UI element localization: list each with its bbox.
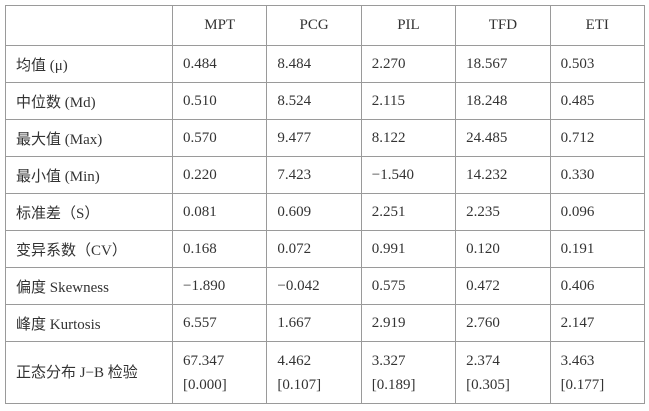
cell-p-value: [0.107] bbox=[277, 376, 322, 393]
corner-cell bbox=[5, 5, 173, 46]
table-cell: 8.484 bbox=[266, 45, 362, 83]
table-cell: 3.327 [0.189] bbox=[360, 341, 457, 404]
table-cell: 0.120 bbox=[455, 230, 551, 268]
table-cell: 0.472 bbox=[455, 267, 551, 305]
table-cell: 0.072 bbox=[266, 230, 362, 268]
table-row: 标准差（S） 0.081 0.609 2.251 2.235 0.096 bbox=[5, 193, 646, 231]
table-cell: 0.406 bbox=[549, 267, 646, 305]
row-label: 变异系数（CV） bbox=[5, 230, 173, 268]
table-cell: −1.540 bbox=[360, 156, 457, 194]
table-cell: 0.168 bbox=[171, 230, 268, 268]
row-label: 正态分布 J−B 检验 bbox=[5, 341, 173, 404]
table-cell: 6.557 bbox=[171, 304, 268, 342]
table-cell: 0.484 bbox=[171, 45, 268, 83]
table-cell: 0.991 bbox=[360, 230, 457, 268]
table-cell: 2.147 bbox=[549, 304, 646, 342]
table-cell: 2.760 bbox=[455, 304, 551, 342]
table-cell: 2.115 bbox=[360, 82, 457, 120]
table-row: 变异系数（CV） 0.168 0.072 0.991 0.120 0.191 bbox=[5, 230, 646, 268]
table-cell: −0.042 bbox=[266, 267, 362, 305]
column-header: ETI bbox=[549, 5, 646, 46]
table-cell: 3.463 [0.177] bbox=[549, 341, 646, 404]
table-cell: 18.567 bbox=[455, 45, 551, 83]
table-cell: −1.890 bbox=[171, 267, 268, 305]
table-cell: 14.232 bbox=[455, 156, 551, 194]
table-cell: 0.503 bbox=[549, 45, 646, 83]
table-row: 中位数 (Md) 0.510 8.524 2.115 18.248 0.485 bbox=[5, 82, 646, 120]
cell-value: 2.374 bbox=[466, 352, 500, 369]
table-row: 正态分布 J−B 检验 67.347 [0.000] 4.462 [0.107] 3.32… bbox=[5, 341, 646, 404]
table-cell: 0.330 bbox=[549, 156, 646, 194]
table-cell: 7.423 bbox=[266, 156, 362, 194]
table-cell: 2.235 bbox=[455, 193, 551, 231]
table-cell: 0.485 bbox=[549, 82, 646, 120]
cell-p-value: [0.000] bbox=[183, 376, 227, 393]
table-row: 最大值 (Max) 0.570 9.477 8.122 24.485 0.712 bbox=[5, 119, 646, 157]
table-cell: 0.575 bbox=[360, 267, 457, 305]
stats-table: MPT PCG PIL TFD ETI 均值 (μ) 0.484 8.484 2.270 18.… bbox=[5, 5, 646, 404]
table-cell: 8.524 bbox=[266, 82, 362, 120]
row-label: 偏度 Skewness bbox=[5, 267, 173, 305]
cell-p-value: [0.305] bbox=[466, 376, 510, 393]
row-label: 峰度 Kurtosis bbox=[5, 304, 173, 342]
row-label: 均值 (μ) bbox=[5, 45, 173, 83]
table-cell: 9.477 bbox=[266, 119, 362, 157]
cell-value: 4.462 bbox=[277, 352, 312, 369]
table-cell: 2.251 bbox=[360, 193, 457, 231]
cell-p-value: [0.177] bbox=[560, 376, 605, 393]
column-header: PCG bbox=[266, 5, 362, 46]
cell-value: 3.463 bbox=[560, 352, 595, 369]
table-cell: 0.220 bbox=[171, 156, 268, 194]
table-cell: 0.096 bbox=[549, 193, 646, 231]
row-label: 标准差（S） bbox=[5, 193, 173, 231]
table-row: 峰度 Kurtosis 6.557 1.667 2.919 2.760 2.147 bbox=[5, 304, 646, 342]
table-cell: 0.081 bbox=[171, 193, 268, 231]
row-label: 中位数 (Md) bbox=[5, 82, 173, 120]
table-cell: 8.122 bbox=[360, 119, 457, 157]
table-cell: 0.712 bbox=[549, 119, 646, 157]
table-row: 均值 (μ) 0.484 8.484 2.270 18.567 0.503 bbox=[5, 45, 646, 83]
cell-value: 3.327 bbox=[371, 352, 406, 369]
table-cell: 18.248 bbox=[455, 82, 551, 120]
cell-value: 67.347 bbox=[183, 352, 225, 369]
row-label: 最小值 (Min) bbox=[5, 156, 173, 194]
row-label: 最大值 (Max) bbox=[5, 119, 173, 157]
table-cell: 1.667 bbox=[266, 304, 362, 342]
table-cell: 0.609 bbox=[266, 193, 362, 231]
header-row: MPT PCG PIL TFD ETI bbox=[5, 5, 646, 46]
column-header: TFD bbox=[455, 5, 551, 46]
table-cell: 2.270 bbox=[360, 45, 457, 83]
column-header: PIL bbox=[360, 5, 457, 46]
cell-p-value: [0.189] bbox=[371, 376, 416, 393]
table-row: 最小值 (Min) 0.220 7.423 −1.540 14.232 0.330 bbox=[5, 156, 646, 194]
table-cell: 0.510 bbox=[171, 82, 268, 120]
table-cell: 0.570 bbox=[171, 119, 268, 157]
table-cell: 0.191 bbox=[549, 230, 646, 268]
table-cell: 4.462 [0.107] bbox=[266, 341, 362, 404]
column-header: MPT bbox=[171, 5, 268, 46]
table-row: 偏度 Skewness −1.890 −0.042 0.575 0.472 0.406 bbox=[5, 267, 646, 305]
table-cell: 2.919 bbox=[360, 304, 457, 342]
table-cell: 2.374 [0.305] bbox=[455, 341, 551, 404]
table-cell: 24.485 bbox=[455, 119, 551, 157]
table-cell: 67.347 [0.000] bbox=[171, 341, 268, 404]
